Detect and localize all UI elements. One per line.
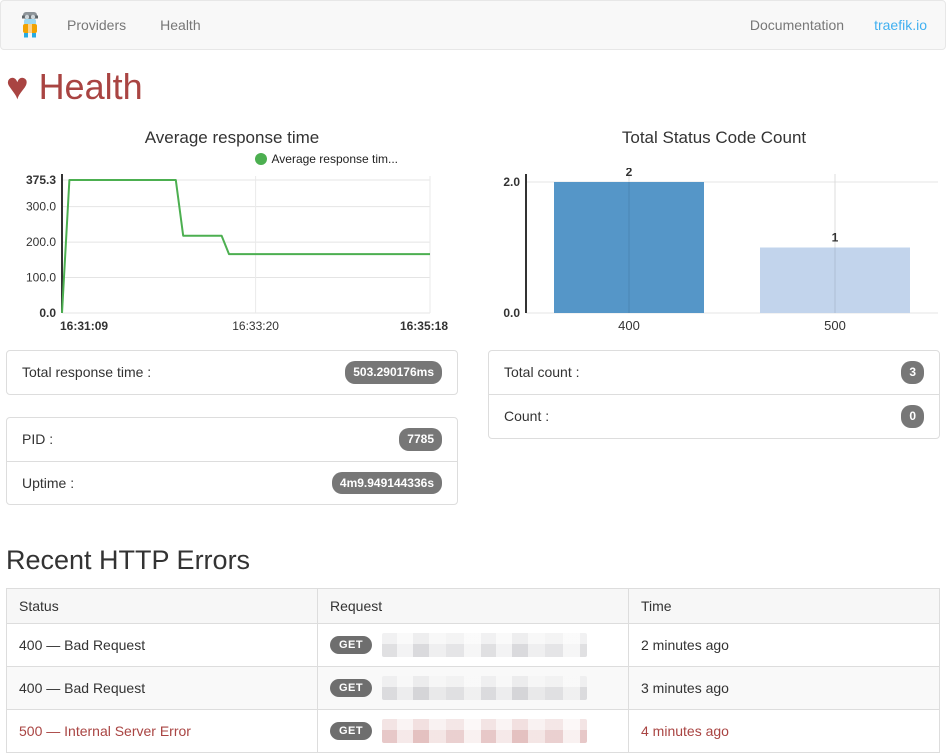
- pid-badge: 7785: [399, 427, 442, 451]
- count-row: Count : 0: [489, 393, 939, 438]
- status-cell: 500 — Internal Server Error: [6, 709, 318, 753]
- navbar: Providers Health Documentation traefik.i…: [0, 0, 946, 50]
- svg-text:16:33:20: 16:33:20: [232, 319, 279, 333]
- get-method-badge: GET: [330, 679, 373, 698]
- total-count-row: Total count : 3: [489, 351, 939, 394]
- nav-item-providers[interactable]: Providers: [67, 17, 127, 33]
- redacted-url: [382, 676, 588, 701]
- svg-text:0.0: 0.0: [503, 306, 520, 320]
- total-response-time-row: Total response time : 503.290176ms: [7, 351, 457, 394]
- svg-text:2.0: 2.0: [503, 175, 520, 189]
- nav-item-health[interactable]: Health: [160, 17, 201, 33]
- status-cell: 400 — Bad Request: [6, 623, 318, 668]
- column-header-time: Time: [628, 588, 940, 625]
- svg-text:16:31:09: 16:31:09: [60, 319, 108, 333]
- svg-text:300.0: 300.0: [26, 200, 56, 214]
- total-response-time-badge: 503.290176ms: [345, 361, 442, 384]
- legend-label: Average response tim...: [271, 152, 398, 166]
- stat-label: Uptime :: [22, 474, 75, 491]
- time-cell: 3 minutes ago: [628, 666, 940, 711]
- svg-text:100.0: 100.0: [26, 271, 56, 285]
- errors-section-title: Recent HTTP Errors: [6, 545, 251, 576]
- status-code-chart: 0.0 2.0 2 400 1 500: [503, 168, 938, 333]
- svg-text:500: 500: [824, 318, 846, 333]
- request-cell: GET: [317, 709, 629, 753]
- traefik-logo-icon[interactable]: [19, 11, 41, 40]
- status-code-section: Total Status Code Count 0.0 2.0 2 400 1 500 T…: [488, 114, 940, 505]
- page-title: ♥ Health: [6, 66, 940, 108]
- table-row: 400 — Bad Request GET 2 minutes ago: [6, 623, 940, 668]
- total-response-time-panel: Total response time : 503.290176ms: [6, 350, 458, 395]
- get-method-badge: GET: [330, 722, 373, 741]
- line-chart-legend: Average response tim...: [6, 150, 458, 168]
- redacted-url: [382, 633, 588, 658]
- stat-label: Count :: [504, 408, 550, 425]
- stat-label: Total count :: [504, 364, 580, 381]
- stat-label: PID :: [22, 431, 54, 448]
- process-info-panel: PID : 7785 Uptime : 4m9.949144336s: [6, 416, 458, 506]
- heart-icon: ♥: [6, 66, 29, 108]
- svg-text:1: 1: [832, 231, 839, 245]
- recent-http-errors-table: Status Request Time 400 — Bad Request GE…: [6, 588, 940, 753]
- column-header-request: Request: [317, 588, 629, 625]
- stat-label: Total response time :: [22, 364, 152, 381]
- svg-text:400: 400: [618, 318, 640, 333]
- table-header-row: Status Request Time: [6, 588, 940, 625]
- uptime-row: Uptime : 4m9.949144336s: [7, 460, 457, 505]
- main-content: ♥ Health Average response time Average r…: [0, 66, 946, 753]
- get-method-badge: GET: [330, 636, 373, 655]
- count-badge: 0: [901, 404, 924, 428]
- response-time-chart: 0.0 100.0 200.0 300.0 375.3 16:31:09 16:33:20 1…: [26, 173, 448, 333]
- nav-item-traefik-io[interactable]: traefik.io: [874, 17, 927, 33]
- column-header-status: Status: [6, 588, 318, 625]
- legend-dot-icon: [255, 153, 268, 165]
- line-chart-title: Average response time: [144, 128, 320, 147]
- time-cell: 4 minutes ago: [628, 709, 940, 753]
- response-time-section: Average response time Average response t…: [6, 114, 458, 506]
- total-count-badge: 3: [901, 361, 924, 384]
- traefik-mascot-icon: [22, 11, 38, 37]
- redacted-url: [382, 719, 588, 744]
- table-row: 500 — Internal Server Error GET 4 minute…: [6, 709, 940, 753]
- page-title-text: Health: [38, 66, 143, 107]
- uptime-badge: 4m9.949144336s: [331, 471, 442, 495]
- request-cell: GET: [317, 623, 629, 668]
- svg-text:200.0: 200.0: [26, 235, 56, 249]
- legend-spacer: [488, 150, 940, 168]
- svg-text:2: 2: [626, 168, 633, 179]
- pid-row: PID : 7785: [7, 418, 457, 461]
- svg-text:375.3: 375.3: [26, 173, 56, 187]
- svg-text:0.0: 0.0: [39, 306, 56, 320]
- bar-chart-title: Total Status Code Count: [621, 128, 807, 147]
- nav-item-documentation[interactable]: Documentation: [749, 17, 845, 33]
- svg-text:16:35:18: 16:35:18: [400, 319, 448, 333]
- request-cell: GET: [317, 666, 629, 711]
- time-cell: 2 minutes ago: [628, 623, 940, 668]
- counts-panel: Total count : 3 Count : 0: [488, 350, 940, 439]
- status-cell: 400 — Bad Request: [6, 666, 318, 711]
- table-row: 400 — Bad Request GET 3 minutes ago: [6, 666, 940, 711]
